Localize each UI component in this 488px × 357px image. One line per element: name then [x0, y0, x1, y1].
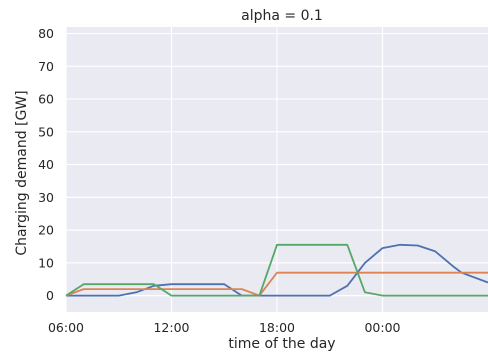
y-axis-label: Charging demand [GW]: [14, 90, 30, 255]
y-tick-label: 30: [38, 190, 54, 205]
y-tick-label: 20: [38, 223, 54, 238]
x-tick-label: 12:00: [153, 320, 189, 335]
y-tick-label: 0: [46, 288, 54, 303]
y-tick-label: 40: [38, 157, 54, 172]
y-tick-labels: 0 10 20 30 40 50 60 70 80: [38, 26, 54, 303]
y-tick-label: 10: [38, 255, 54, 270]
y-tick-label: 80: [38, 26, 54, 41]
y-tick-label: 50: [38, 124, 54, 139]
series-lines: [65, 243, 488, 297]
x-tick-label: 06:00: [48, 320, 84, 335]
series-line-3: [65, 243, 488, 297]
y-tick-label: 70: [38, 59, 54, 74]
x-tick-labels: 06:00 12:00 18:00 00:00: [48, 320, 401, 335]
grid-lines: [65, 27, 488, 312]
series-line-2: [65, 271, 488, 297]
y-tick-label: 60: [38, 92, 54, 107]
series-line-1: [66, 243, 488, 297]
x-tick-label: 18:00: [259, 320, 295, 335]
chart-title: alpha = 0.1: [241, 8, 323, 24]
x-tick-label: 00:00: [364, 320, 400, 335]
x-axis-label: time of the day: [228, 336, 335, 352]
